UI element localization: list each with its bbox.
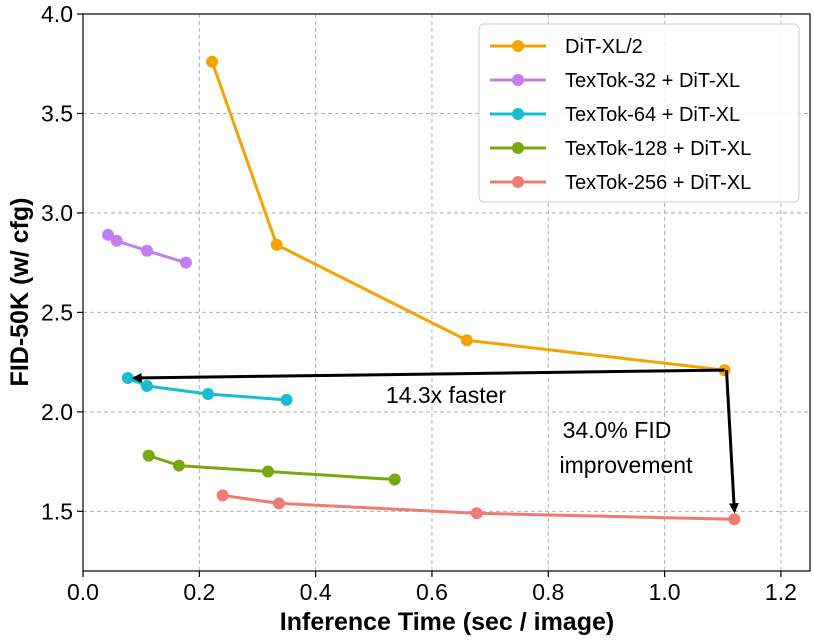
series-line [210,61,725,372]
legend-item-textok-64-dit-xl: TexTok-64 + DiT-XL [490,104,740,126]
y-tick-label: 3.5 [41,100,73,126]
data-point [216,489,229,502]
data-point [202,387,215,400]
x-axis-label: Inference Time (sec / image) [280,608,614,636]
legend-swatch-marker [512,176,524,188]
legend-swatch-marker [512,108,524,120]
data-point [121,372,134,385]
data-point [179,256,192,269]
legend-item-textok-32-dit-xl: TexTok-32 + DiT-XL [490,70,740,92]
series-textok-256-dit-xl [216,489,741,526]
data-point [280,393,293,406]
data-point [110,234,123,247]
data-point [140,244,153,257]
series-textok-128-dit-xl [142,449,401,486]
legend-item-textok-256-dit-xl: TexTok-256 + DiT-XL [490,172,751,194]
legend-item-textok-128-dit-xl: TexTok-128 + DiT-XL [490,138,751,160]
y-tick-label: 2.0 [41,399,73,425]
plot-frame [82,13,811,572]
legend-swatch-marker [512,142,524,154]
data-point [172,459,185,472]
x-tick-label: 1.0 [649,579,681,605]
axis-ticks: 0.0 0.2 0.4 0.6 0.8 1.0 1.2 1.5 2.0 2.5 3.0 3.5 4.0 [41,1,797,605]
series-line [148,454,395,481]
data-point [270,238,283,251]
x-tick-label: 0.6 [416,579,448,605]
fid-improvement-annotation-line1: 34.0% FID [563,417,672,443]
x-tick-label: 1.2 [765,579,797,605]
data-point [470,507,483,520]
legend-box [478,23,800,203]
legend-item-dit-xl-2: DiT-XL/2 [490,36,643,58]
x-tick-label: 0.2 [183,579,215,605]
speedup-annotation: 14.3x faster [386,382,507,408]
legend: DiT-XL/2 TexTok-32 + DiT-XL TexTok-64 + Di… [478,23,800,203]
series [102,55,741,526]
data-point [261,465,274,478]
y-tick-label: 4.0 [41,1,73,27]
legend-label: DiT-XL/2 [565,36,643,58]
legend-swatch-marker [512,40,524,52]
x-tick-label: 0.4 [300,579,332,605]
legend-label: TexTok-128 + DiT-XL [565,138,751,160]
legend-swatch-marker [512,74,524,86]
data-point [728,513,741,526]
legend-label: TexTok-64 + DiT-XL [565,104,740,126]
series-line [222,493,735,521]
data-point [142,449,155,462]
legend-label: TexTok-256 + DiT-XL [565,172,751,194]
fid-improvement-arrow [725,369,739,514]
data-point [272,497,285,510]
y-axis-label: FID-50K (w/ cfg) [6,198,34,387]
data-point [388,473,401,486]
y-tick-label: 2.5 [41,299,73,325]
fid-improvement-annotation-line2: improvement [560,452,694,478]
data-point [140,379,153,392]
x-tick-label: 0.0 [67,579,99,605]
y-tick-label: 1.5 [41,498,73,524]
x-tick-label: 0.8 [532,579,564,605]
data-point [102,228,115,241]
speedup-arrow [131,368,725,383]
data-point [206,55,219,68]
data-point [460,334,473,347]
series-textok-32-dit-xl [102,228,192,269]
legend-label: TexTok-32 + DiT-XL [565,70,740,92]
annotations: 14.3x faster 34.0% FID improvement [131,368,739,514]
y-tick-label: 3.0 [41,200,73,226]
